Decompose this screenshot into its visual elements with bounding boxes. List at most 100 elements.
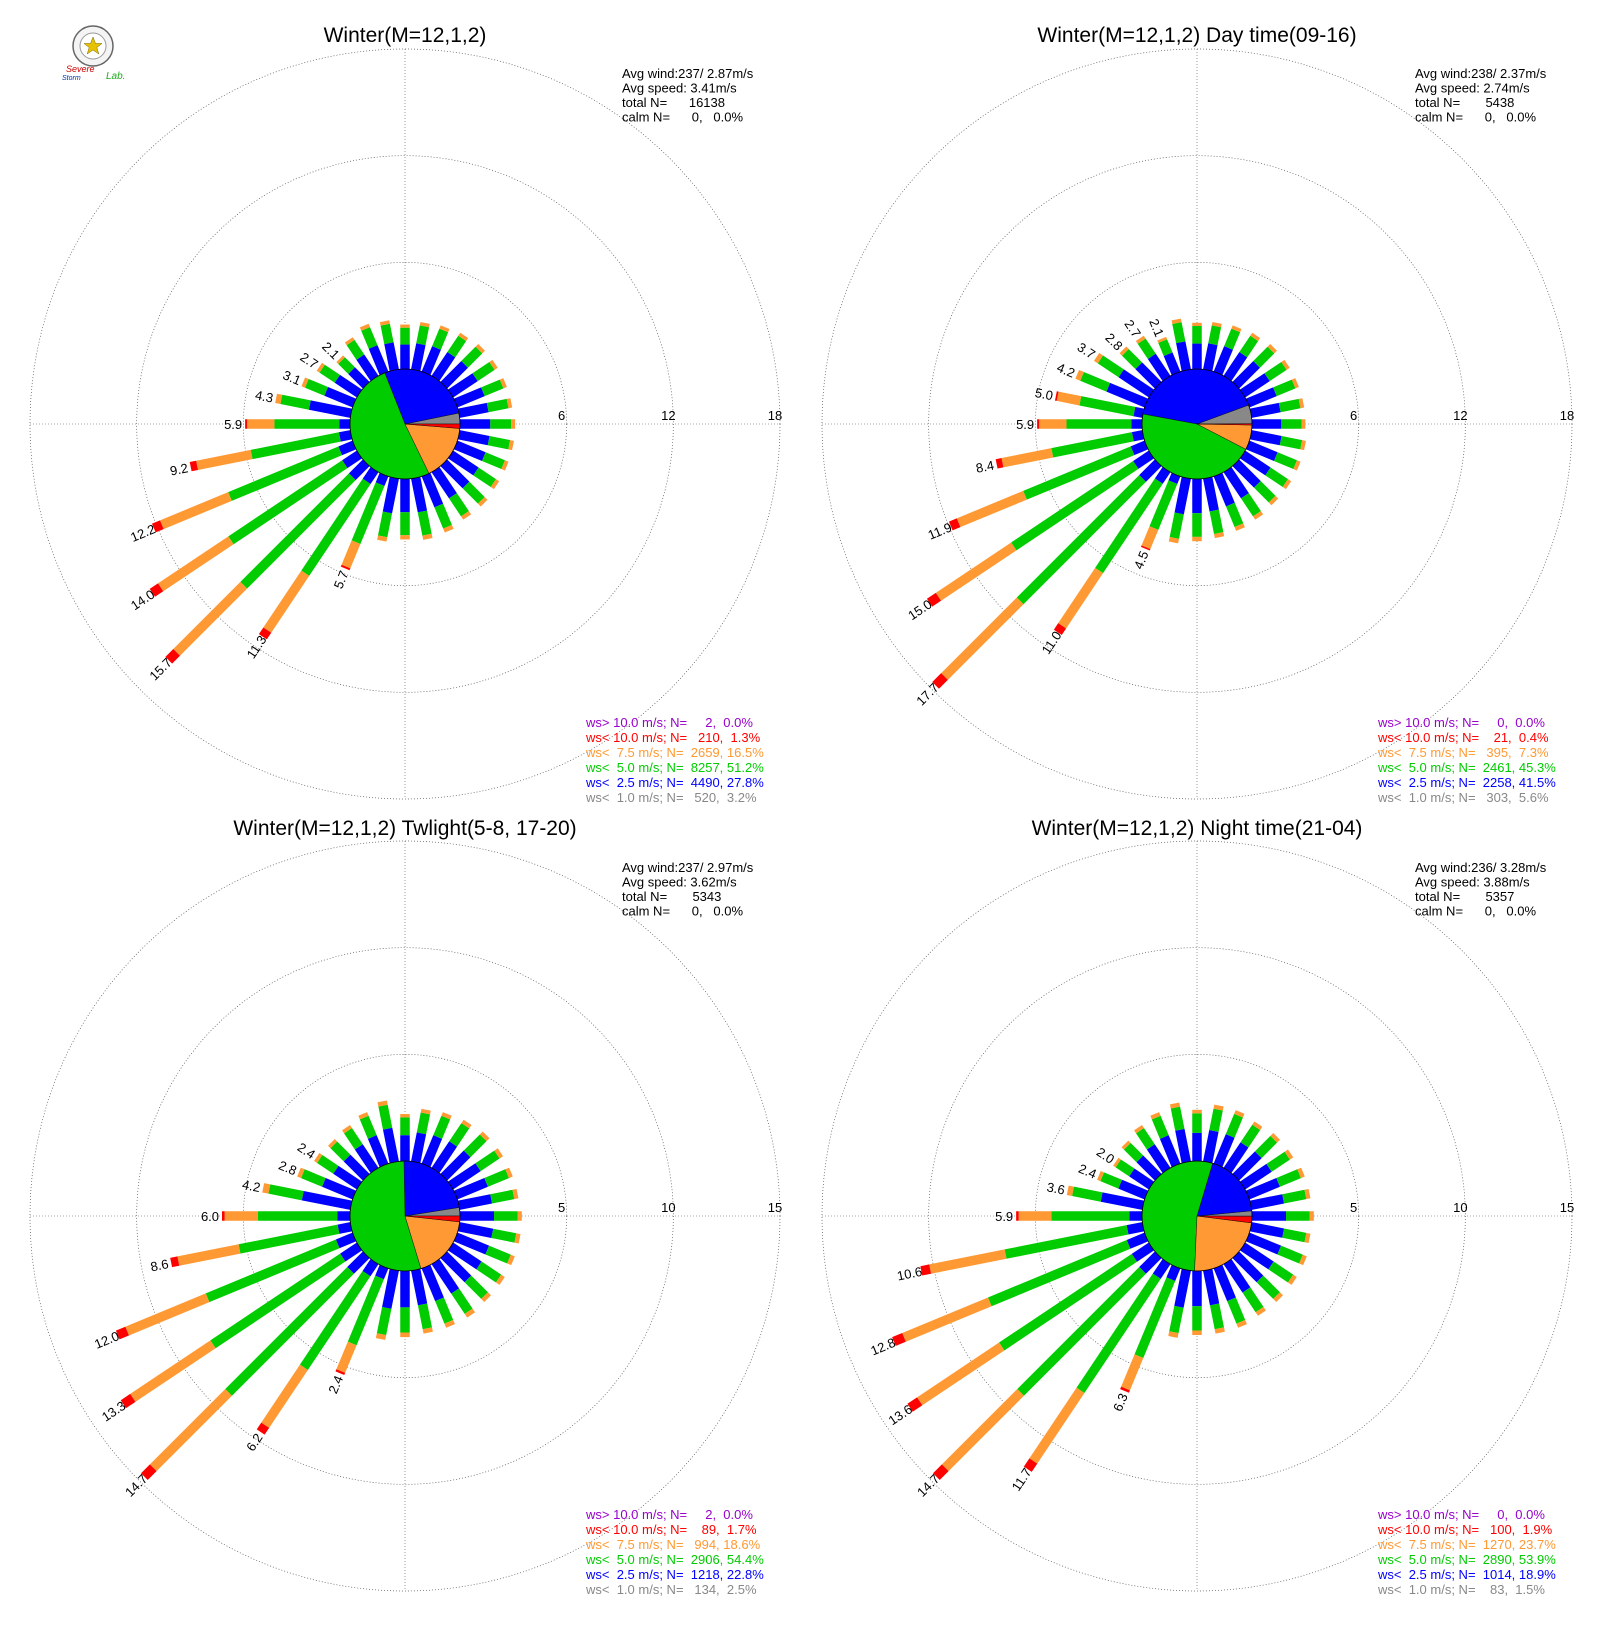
petal-30-seg-lt5	[346, 339, 365, 360]
petal-12-seg-lt2_5	[448, 1242, 482, 1270]
petal-18-seg-lt2_5	[1174, 477, 1191, 515]
petal-4	[431, 1119, 472, 1173]
petal-22	[907, 1242, 1154, 1412]
petal-18-seg-lt5	[1169, 1305, 1184, 1334]
petal-18-seg-lt7_5	[1168, 537, 1179, 544]
petal-30-seg-lt5	[1136, 1128, 1155, 1150]
petal-label-26: 4.3	[254, 387, 275, 405]
petal-3-seg-lt2_5	[421, 346, 441, 376]
petal-19	[335, 1264, 389, 1376]
windrose-panel-3: 5 10 152.46.214.713.312.08.66.04.22.82.4Wi…	[29, 817, 782, 1597]
logo-star-icon	[83, 36, 103, 55]
petal-17-seg-lt2_5	[1192, 479, 1202, 514]
petal-2-seg-lt2_5	[1203, 343, 1218, 371]
petal-11	[453, 440, 509, 471]
petal-1-seg-lt5	[1192, 1113, 1202, 1133]
petal-31-seg-lt7_5	[358, 1112, 369, 1120]
petal-11	[1245, 1232, 1307, 1266]
petal-31	[359, 323, 389, 376]
petal-20-seg-lt10	[256, 1422, 270, 1435]
petal-label-23: 12.8	[868, 1335, 897, 1359]
petal-label-19: 2.4	[325, 1373, 346, 1395]
petal-19-seg-lt10	[1140, 545, 1151, 551]
petal-20-seg-lt7_5	[1029, 1387, 1085, 1464]
legend-entry-lt7_5: ws< 7.5 m/s; N= 2659, 16.5%	[585, 745, 764, 760]
petal-27-seg-lt7_5	[301, 377, 309, 388]
petal-14-seg-lt7_5	[461, 511, 472, 520]
petal-26-seg-lt2_5	[301, 1190, 352, 1210]
petal-26	[1066, 1185, 1144, 1210]
petal-16-seg-lt7_5	[422, 533, 433, 540]
stat-avg-speed: Avg speed: 3.41m/s	[622, 81, 737, 96]
petal-25-seg-lt2_5	[337, 1211, 350, 1221]
petal-28-seg-lt7_5	[1113, 1157, 1121, 1168]
legend-entry-lt10: ws< 10.0 m/s; N= 89, 1.7%	[585, 1522, 757, 1537]
petal-6-seg-lt5	[1264, 361, 1287, 382]
petal-27	[1075, 369, 1149, 408]
petal-23	[892, 1232, 1149, 1346]
petal-22-seg-lt7_5	[917, 1342, 1005, 1406]
petal-31-seg-lt7_5	[359, 323, 370, 331]
petal-19-seg-lt5	[351, 482, 385, 545]
petal-30-seg-lt7_5	[1135, 335, 1146, 344]
petal-label-24: 10.6	[896, 1264, 924, 1284]
petal-21-seg-lt7_5	[173, 581, 248, 656]
panel-title: Winter(M=12,1,2) Day time(09-16)	[1037, 24, 1356, 47]
petal-25	[222, 1211, 350, 1221]
petal-19-seg-lt5	[1149, 480, 1178, 530]
petal-16-seg-lt7_5	[422, 1327, 433, 1334]
petal-20-seg-lt2_5	[1154, 467, 1171, 484]
petal-label-26: 3.6	[1046, 1179, 1067, 1197]
petal-21	[933, 1251, 1162, 1480]
petal-14-seg-lt5	[448, 493, 469, 517]
petal-30	[342, 1125, 379, 1173]
petal-label-28: 2.4	[295, 1139, 318, 1162]
petal-2-seg-lt7_5	[419, 322, 430, 328]
petal-27	[301, 377, 357, 408]
petal-29-seg-lt7_5	[336, 355, 345, 364]
petal-11-seg-lt5	[481, 452, 505, 470]
petal-23-seg-lt7_5	[956, 490, 1027, 528]
petal-23	[948, 440, 1149, 531]
petal-22	[149, 450, 362, 597]
ring-circle-1	[1034, 261, 1360, 587]
petal-9	[1252, 419, 1306, 429]
legend-entry-lt2_5: ws< 2.5 m/s; N= 1218, 22.8%	[585, 1567, 764, 1582]
petal-28	[1113, 1157, 1154, 1190]
legend-entry-lt5: ws< 5.0 m/s; N= 8257, 51.2%	[585, 760, 764, 775]
petal-23-seg-lt5	[228, 446, 342, 501]
petal-3-seg-lt5	[1225, 1113, 1243, 1138]
petal-16	[411, 477, 433, 540]
petal-17-seg-lt7_5	[400, 535, 410, 540]
petal-1	[1192, 322, 1202, 369]
petal-7-seg-lt7_5	[1297, 1167, 1305, 1179]
petal-29	[1121, 1140, 1162, 1181]
petal-12-seg-lt7_5	[495, 1274, 505, 1285]
petal-8-seg-lt7_5	[1298, 398, 1305, 409]
petal-10-seg-lt7_5	[514, 1233, 521, 1244]
petal-32-seg-lt5	[378, 1104, 393, 1130]
petal-1-seg-lt5	[400, 1117, 410, 1136]
petal-19	[340, 472, 389, 571]
petal-24-seg-lt2_5	[338, 430, 352, 442]
petal-22-seg-lt5	[210, 1253, 346, 1349]
petal-28-seg-lt7_5	[1093, 352, 1104, 364]
petal-2-seg-lt7_5	[420, 1108, 431, 1115]
logo-text-severe: Severe	[66, 64, 95, 74]
petal-21-seg-lt2_5	[348, 459, 370, 481]
petal-label-31: 2.1	[1146, 317, 1167, 339]
stat-avg-speed: Avg speed: 3.62m/s	[622, 875, 737, 890]
legend-entry-lt7_5: ws< 7.5 m/s; N= 1270, 23.7%	[1377, 1537, 1556, 1552]
petal-18	[377, 477, 399, 542]
petal-6-seg-lt2_5	[448, 373, 478, 398]
petal-8-seg-lt2_5	[458, 1194, 493, 1210]
petal-29-seg-lt7_5	[1121, 1140, 1131, 1150]
petal-8-seg-lt2_5	[458, 402, 489, 418]
petal-24-seg-lt2_5	[1131, 430, 1144, 442]
petal-4-seg-lt5	[1239, 335, 1259, 358]
petal-13-seg-lt7_5	[1268, 495, 1279, 506]
stat-calm: calm N= 0, 0.0%	[622, 904, 743, 919]
petal-6-seg-lt2_5	[1240, 373, 1270, 398]
petal-2-seg-lt5	[416, 325, 430, 346]
petal-1-seg-lt7_5	[400, 324, 410, 328]
